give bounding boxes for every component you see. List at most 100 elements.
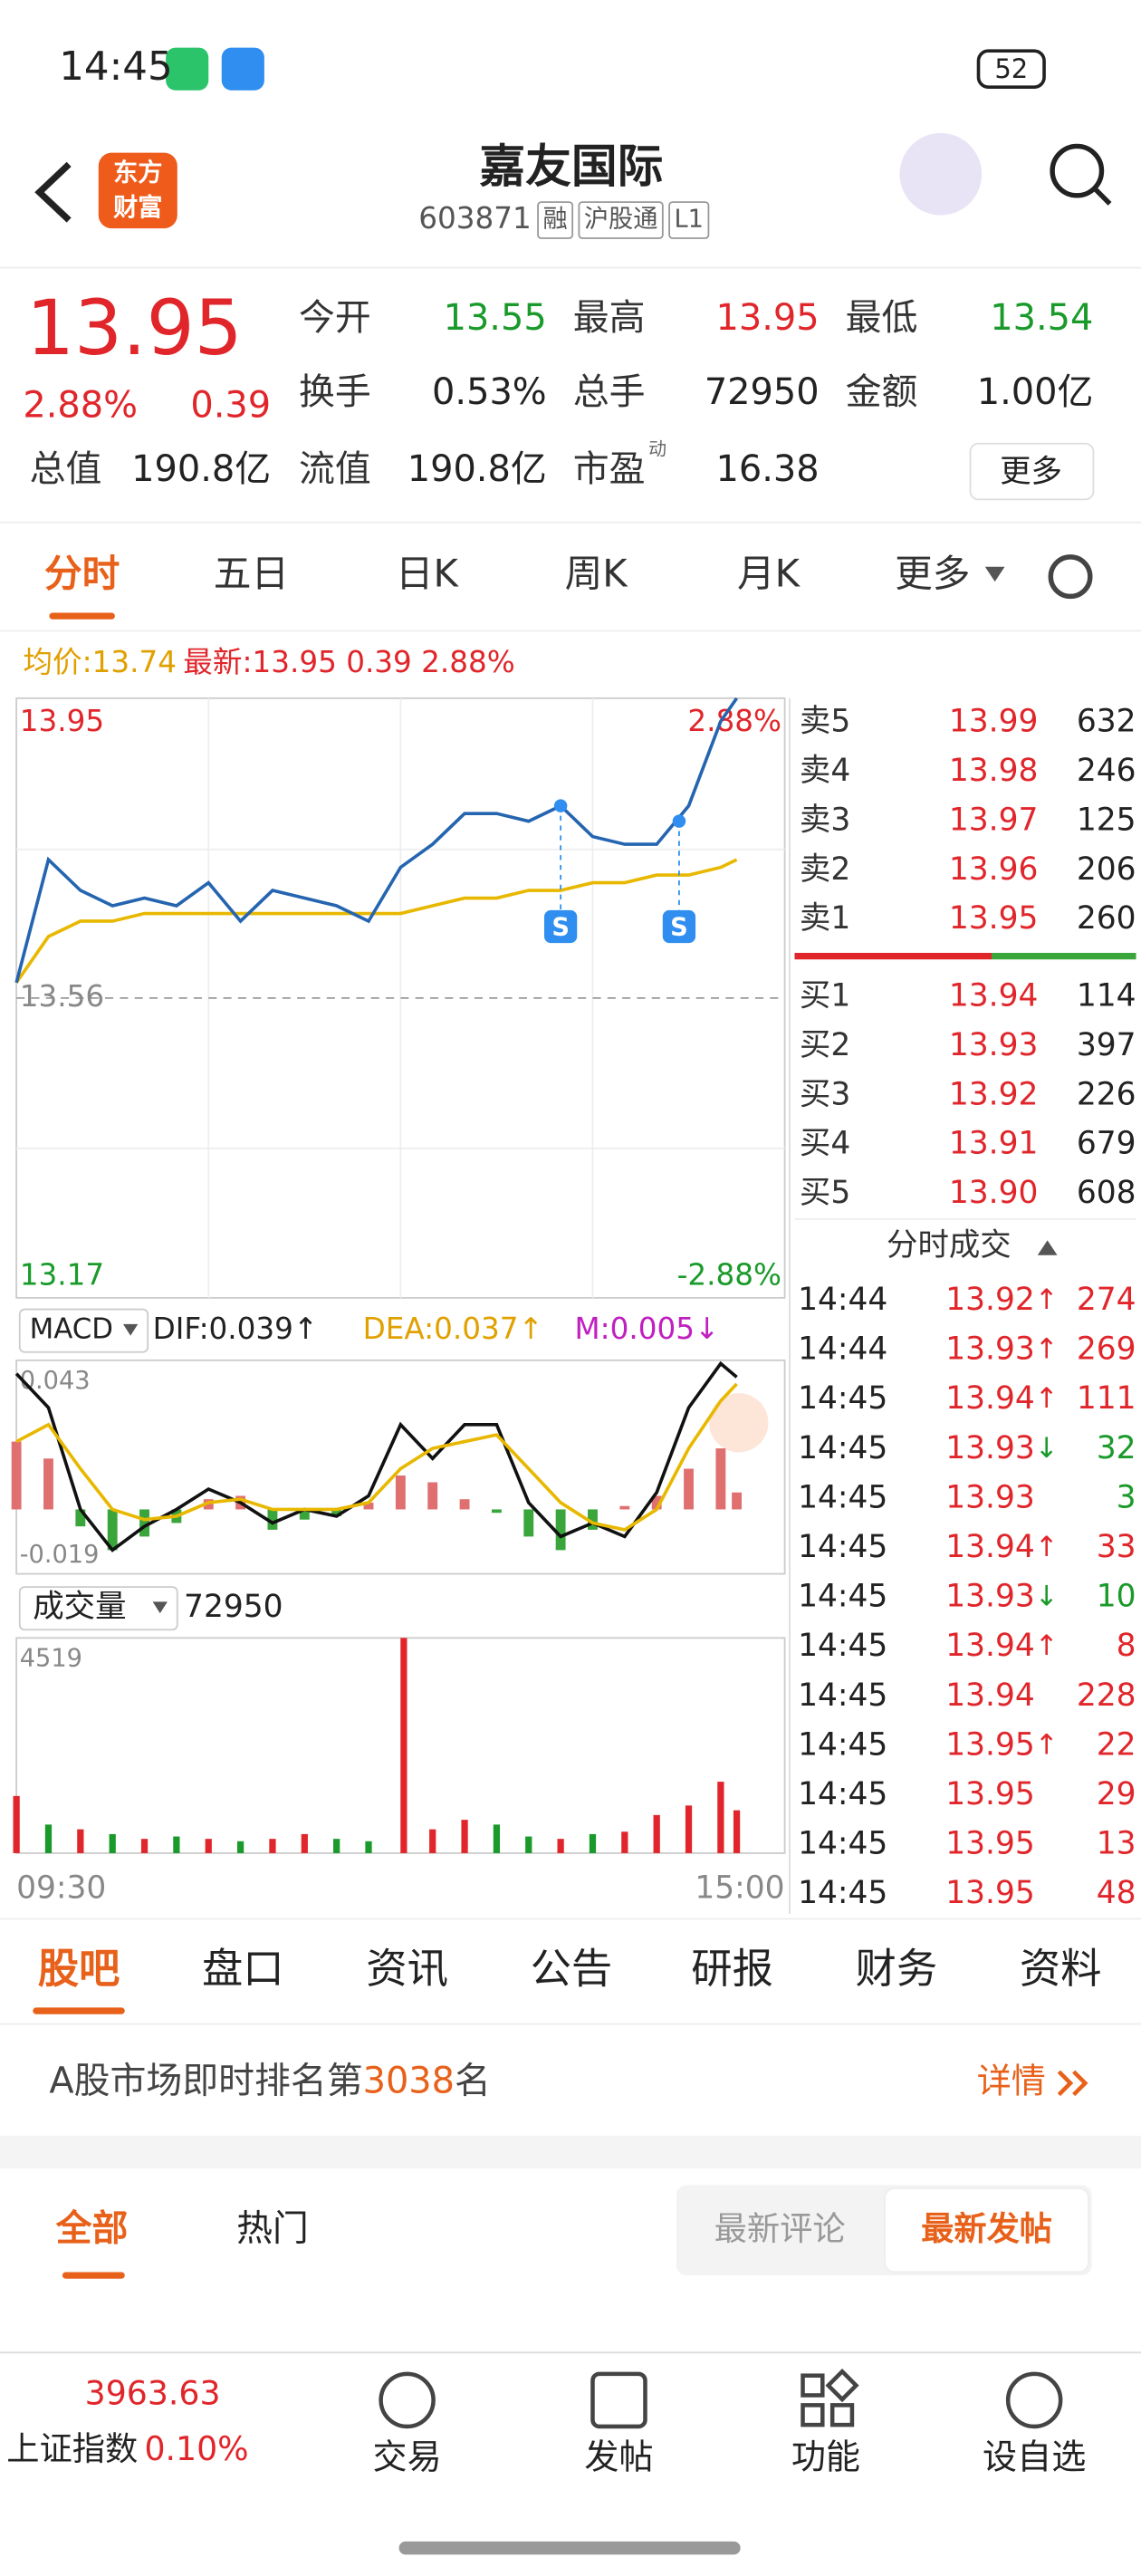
label: 卖5 [800, 704, 850, 740]
label: 13.96 [949, 851, 1039, 888]
volume-bar [333, 1839, 340, 1853]
info-tab[interactable]: 股吧 [38, 1945, 120, 1993]
label[interactable]: 成交量 [33, 1589, 126, 1625]
label: 14:45 [798, 1529, 887, 1565]
action-label[interactable]: 设自选 [983, 2437, 1086, 2477]
battery: 52 [994, 53, 1028, 84]
sort-tab[interactable]: 最新发帖 [921, 2209, 1052, 2248]
label: 14:45 [798, 1875, 887, 1911]
label: 13.93 [945, 1579, 1035, 1615]
label: 114 [1077, 977, 1136, 1014]
label: 换手 [299, 371, 371, 413]
period-tab[interactable]: 周K [565, 552, 629, 596]
label: 3 [1117, 1479, 1136, 1515]
period-tab[interactable]: 日K [396, 552, 460, 596]
label: 190.8亿 [131, 448, 271, 490]
feed-tab[interactable]: 热门 [236, 2208, 309, 2250]
volume-bar [525, 1836, 532, 1853]
sort-arrow [1037, 1240, 1058, 1255]
volume-bar [429, 1829, 436, 1853]
dropdown-arrow [152, 1601, 168, 1614]
label: 13.93 [949, 1027, 1039, 1063]
volume-bar [44, 1824, 53, 1853]
action-label[interactable]: 交易 [373, 2437, 442, 2477]
label: 13.95 [945, 1726, 1035, 1763]
label: 13.95 [945, 1875, 1035, 1911]
label: 流值 [299, 448, 371, 490]
label: 财富 [113, 193, 162, 222]
marker-badge[interactable] [543, 909, 578, 944]
macd-bar [651, 1495, 662, 1510]
more-button[interactable]: 更多 [1000, 454, 1062, 490]
post-icon[interactable] [590, 2371, 647, 2429]
label: 卖1 [800, 900, 850, 937]
action-label[interactable]: 功能 [791, 2437, 860, 2477]
macd-bar [491, 1509, 502, 1514]
label: 13 [1097, 1826, 1136, 1862]
info-tab[interactable]: 财务 [856, 1945, 938, 1993]
macd-bar [395, 1475, 406, 1510]
label: 13.98 [949, 753, 1039, 789]
sort-tab[interactable]: 最新评论 [714, 2209, 846, 2248]
settings-icon[interactable] [1048, 554, 1093, 600]
info-tab[interactable]: 资料 [1020, 1945, 1102, 1993]
label: 14:45 [798, 1380, 887, 1417]
label: 卖2 [800, 851, 850, 888]
volume-bar [557, 1839, 564, 1853]
label: 0.39 [190, 384, 271, 426]
period-tab[interactable]: 更多 [895, 552, 970, 596]
macd-bar [619, 1505, 630, 1510]
label[interactable]: 上证指数 [6, 2429, 138, 2468]
marker-badge[interactable] [662, 909, 696, 944]
label: 最高 [573, 297, 646, 339]
label: 14:44 [798, 1331, 887, 1368]
label: 125 [1077, 802, 1136, 838]
trade-icon[interactable] [379, 2371, 436, 2429]
label: 最低 [846, 297, 918, 339]
label: DEA:0.037↑ [363, 1312, 543, 1346]
x-tick-label: 15:00 [695, 1870, 784, 1906]
label[interactable]: MACD [30, 1313, 113, 1346]
macd-bar [523, 1509, 534, 1537]
period-tab[interactable]: 五日 [214, 552, 289, 596]
more-button[interactable] [969, 442, 1095, 501]
macd-bar [299, 1509, 310, 1520]
label: 总手 [573, 371, 646, 413]
tag: 沪股通 [584, 206, 658, 234]
logo[interactable] [98, 152, 177, 229]
search-icon[interactable] [1050, 143, 1105, 198]
label: 48 [1097, 1875, 1136, 1911]
macd-bar [43, 1458, 53, 1510]
macd-bar [267, 1509, 278, 1530]
macd-bar [555, 1509, 566, 1551]
label[interactable]: 0.10% [144, 2429, 248, 2468]
watchlist-icon[interactable] [1005, 2371, 1063, 2429]
info-tab[interactable]: 资讯 [366, 1945, 448, 1993]
label: 14:45 [798, 1776, 887, 1812]
info-tab[interactable]: 公告 [531, 1945, 613, 1993]
info-tab[interactable]: 研报 [691, 1945, 773, 1993]
price: 13.95 [26, 284, 243, 372]
detail-link[interactable]: 详情 [977, 2061, 1046, 2100]
y-tick-label: 13.56 [20, 979, 104, 1014]
assistant-icon[interactable] [899, 132, 983, 216]
y2-tick-label: 2.88% [687, 704, 781, 738]
tag: L1 [675, 206, 704, 234]
volume-bar [236, 1841, 244, 1853]
period-tab[interactable]: 分时 [44, 552, 120, 596]
volume-bar [77, 1829, 84, 1853]
label: ↑ [1035, 1531, 1059, 1563]
label: 1.00亿 [977, 371, 1094, 413]
label: 14:45 [798, 1726, 887, 1763]
label: 111 [1077, 1380, 1136, 1417]
tag: 融 [543, 206, 568, 234]
label: 72950 [184, 1589, 283, 1625]
period-tab[interactable]: 月K [737, 552, 801, 596]
action-label[interactable]: 发帖 [584, 2437, 653, 2477]
label[interactable]: 3963.63 [85, 2373, 221, 2412]
label: 228 [1077, 1677, 1136, 1714]
feed-tab[interactable]: 全部 [55, 2208, 129, 2250]
info-tab[interactable]: 盘口 [202, 1945, 284, 1993]
back-button[interactable] [34, 161, 72, 223]
macd-bar [427, 1482, 438, 1510]
